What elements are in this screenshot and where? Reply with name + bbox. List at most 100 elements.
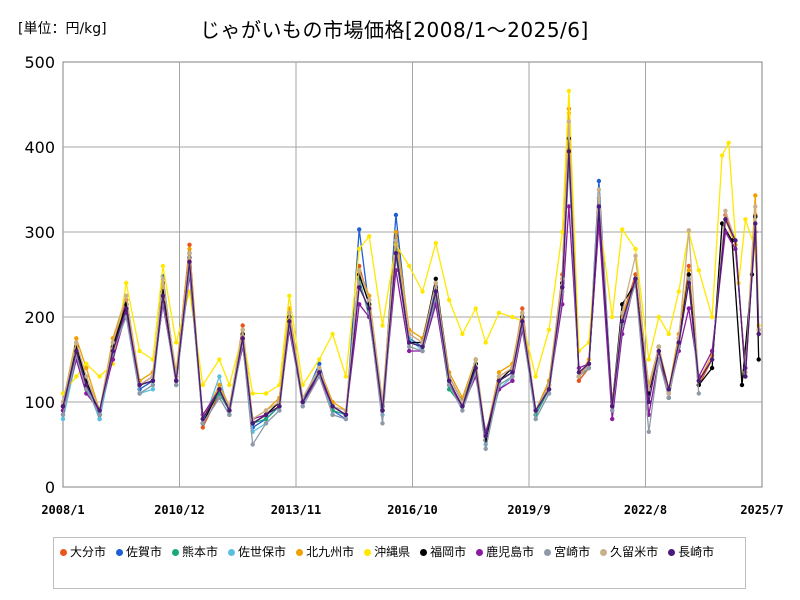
data-point xyxy=(696,391,701,396)
data-point xyxy=(676,340,681,345)
data-point xyxy=(753,193,758,198)
legend-marker xyxy=(364,549,372,556)
legend-item: 福岡市 xyxy=(420,542,466,563)
data-point xyxy=(277,408,282,413)
data-point xyxy=(483,433,488,439)
data-point xyxy=(124,280,129,286)
data-point xyxy=(576,374,582,379)
data-point xyxy=(656,314,661,320)
data-point xyxy=(367,297,372,303)
data-point xyxy=(510,370,515,375)
data-point xyxy=(610,404,615,409)
data-point xyxy=(460,404,465,409)
data-point xyxy=(263,416,269,422)
data-point xyxy=(150,378,156,383)
data-point xyxy=(150,387,156,392)
data-point xyxy=(407,344,412,349)
data-point xyxy=(546,387,552,392)
data-point xyxy=(420,289,425,294)
data-point xyxy=(407,340,412,345)
data-point xyxy=(240,323,245,328)
data-point xyxy=(723,208,728,213)
legend-item: 久留米市 xyxy=(600,542,658,563)
data-point xyxy=(187,242,192,247)
data-point xyxy=(719,153,725,158)
data-point xyxy=(666,391,671,396)
legend-item: 熊本市 xyxy=(172,542,218,563)
data-point xyxy=(60,416,66,422)
data-point xyxy=(676,289,681,294)
legend-marker xyxy=(172,549,180,556)
data-point xyxy=(84,361,89,366)
data-point xyxy=(300,382,305,388)
data-point xyxy=(586,365,592,371)
x-tick-label: 2013/11 xyxy=(271,503,322,517)
data-point xyxy=(610,408,615,413)
legend-label: 熊本市 xyxy=(182,545,219,559)
data-point xyxy=(74,336,79,341)
data-point xyxy=(217,357,222,362)
data-point xyxy=(343,374,349,379)
grid xyxy=(62,61,763,488)
data-point xyxy=(174,382,179,388)
data-point xyxy=(726,140,731,145)
data-point xyxy=(560,285,565,290)
y-tick-label: 200 xyxy=(24,308,55,327)
legend-label: 鹿児島市 xyxy=(486,545,535,559)
data-point xyxy=(74,348,79,354)
data-point xyxy=(576,370,582,375)
data-point xyxy=(74,340,79,345)
data-point xyxy=(696,378,701,383)
data-point xyxy=(124,306,129,311)
data-point xyxy=(200,416,205,422)
data-point xyxy=(124,293,129,298)
data-point xyxy=(357,285,362,290)
data-point xyxy=(756,357,761,362)
x-tick-label: 2025/7 xyxy=(740,503,783,517)
data-point xyxy=(330,331,335,337)
data-point xyxy=(566,88,572,94)
data-point xyxy=(753,221,758,226)
data-point xyxy=(686,306,691,311)
y-tick-label: 400 xyxy=(24,138,55,157)
data-point xyxy=(420,344,425,349)
data-point xyxy=(709,365,715,371)
data-point xyxy=(287,310,292,315)
legend-marker xyxy=(600,549,608,556)
data-point xyxy=(137,348,142,354)
data-point xyxy=(97,416,102,422)
data-point xyxy=(546,391,552,396)
legend-label: 北九州市 xyxy=(306,545,355,559)
data-point xyxy=(739,382,745,388)
data-point xyxy=(110,348,116,354)
data-point xyxy=(227,412,232,417)
data-point xyxy=(510,314,515,320)
legend-label: 久留米市 xyxy=(610,545,659,559)
data-point xyxy=(393,229,399,235)
data-point xyxy=(433,276,438,281)
data-point xyxy=(357,227,362,232)
data-point xyxy=(446,378,452,383)
data-point xyxy=(686,280,691,286)
data-point xyxy=(633,246,638,252)
data-point xyxy=(84,365,89,371)
legend-marker xyxy=(476,549,484,556)
data-point xyxy=(586,361,592,366)
legend-marker xyxy=(296,549,304,556)
data-point xyxy=(150,382,156,388)
data-point xyxy=(277,382,282,388)
data-point xyxy=(380,323,385,328)
y-tick-label: 100 xyxy=(24,393,55,412)
data-point xyxy=(250,442,255,447)
data-point xyxy=(110,340,116,345)
data-point xyxy=(533,416,538,422)
data-point xyxy=(74,374,79,379)
data-point xyxy=(97,412,102,417)
data-point xyxy=(686,228,691,233)
data-point xyxy=(709,314,715,320)
data-point xyxy=(546,327,552,332)
data-point xyxy=(533,374,538,379)
data-point xyxy=(187,251,192,256)
data-point xyxy=(240,336,245,341)
data-point xyxy=(596,178,602,184)
